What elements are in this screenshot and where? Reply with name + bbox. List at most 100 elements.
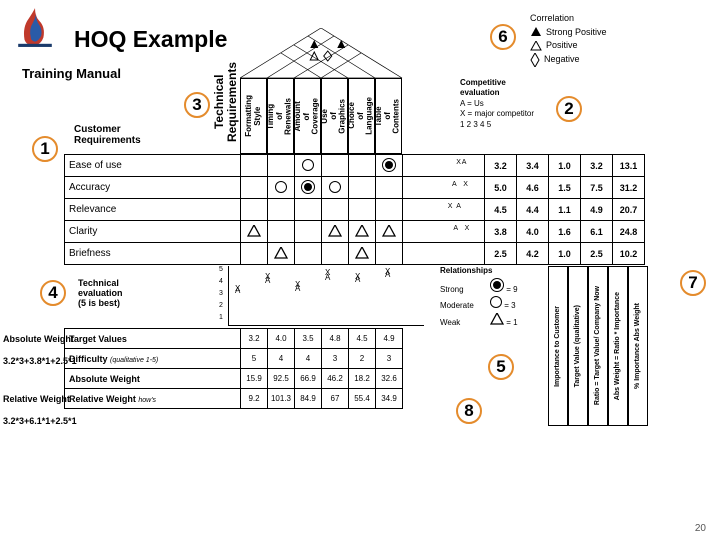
rel-cell	[349, 177, 376, 199]
rel-cell	[376, 155, 403, 177]
row-label: Briefness	[65, 243, 241, 265]
measure-cell: 7.5	[581, 177, 613, 199]
rel-cell	[376, 199, 403, 221]
step-circle-7: 7	[680, 270, 706, 296]
measure-cell: 1.1	[549, 199, 581, 221]
legend-n: Negative	[544, 53, 580, 67]
measure-cell: 4.9	[581, 199, 613, 221]
rel-cell	[295, 199, 322, 221]
step-circle-3: 3	[184, 92, 210, 118]
measure-cell: 2.5	[581, 243, 613, 265]
step-circle-4: 4	[40, 280, 66, 306]
comp-eval-cell: XA	[403, 155, 485, 177]
step-circle-6: 6	[490, 24, 516, 50]
rel-cell	[349, 155, 376, 177]
side-label: 3.2*3+3.8*1+2.5*1	[3, 356, 77, 366]
rel-cell	[376, 177, 403, 199]
measure-header-0: Importance to Customer	[548, 266, 568, 426]
measure-header-2: Ratio = Target Value/ Company Now	[588, 266, 608, 426]
matrix-row: AccuracyAX5.04.61.57.531.2	[65, 177, 645, 199]
tech-col-3: UseofGraphics	[321, 78, 348, 154]
rel-cell	[295, 243, 322, 265]
measure-cell: 2.5	[485, 243, 517, 265]
rel-cell	[268, 243, 295, 265]
tech-eval-label: Technical evaluation (5 is best)	[78, 278, 168, 308]
tech-col-1: TimingofRenewals	[267, 78, 294, 154]
matrix-row: ClarityAX3.84.01.66.124.8	[65, 221, 645, 243]
bottom-rows: Target Values3.24.03.54.84.54.9Difficult…	[64, 328, 403, 409]
rel-cell	[349, 199, 376, 221]
measure-cell: 1.0	[549, 155, 581, 177]
rel-cell	[376, 221, 403, 243]
matrix-row: RelevanceXA4.54.41.14.920.7	[65, 199, 645, 221]
matrix-row: Ease of useXA3.23.41.03.213.1	[65, 155, 645, 177]
rel-cell	[322, 177, 349, 199]
rel-cell	[349, 221, 376, 243]
measure-cell: 24.8	[613, 221, 645, 243]
rel-cell	[295, 155, 322, 177]
rel-cell	[241, 177, 268, 199]
comp-eval-cell: AX	[403, 177, 485, 199]
page-number: 20	[695, 523, 706, 534]
measure-cell: 4.6	[517, 177, 549, 199]
rel-cell	[295, 221, 322, 243]
row-label: Relevance	[65, 199, 241, 221]
step-circle-2: 2	[556, 96, 582, 122]
measure-cell: 4.4	[517, 199, 549, 221]
subtitle: Training Manual	[22, 66, 121, 81]
row-label: Clarity	[65, 221, 241, 243]
measure-header-4: % Importance Abs Weight	[628, 266, 648, 426]
matrix-row: Briefness2.54.21.02.510.2	[65, 243, 645, 265]
row-label: Ease of use	[65, 155, 241, 177]
measure-cell: 4.2	[517, 243, 549, 265]
legend-sp: Strong Positive	[546, 26, 607, 40]
comp-legend-x: X = major competitor	[460, 109, 534, 118]
rel-legend-row: Strong = 9	[440, 278, 518, 297]
tech-col-2: AmountofCoverage	[294, 78, 321, 154]
tech-columns: FormattingStyleTimingofRenewalsAmountofC…	[240, 78, 402, 154]
measure-cell: 13.1	[613, 155, 645, 177]
bottom-row: Absolute Weight15.992.566.946.218.232.6	[65, 369, 403, 389]
rel-cell	[268, 199, 295, 221]
measure-cell: 5.0	[485, 177, 517, 199]
tech-req-label: TechnicalRequirements	[213, 62, 239, 142]
step-circle-5: 5	[488, 354, 514, 380]
rel-cell	[322, 221, 349, 243]
measure-header-1: Target Value (qualitative)	[568, 266, 588, 426]
rel-cell	[376, 243, 403, 265]
hoq-matrix: Ease of useXA3.23.41.03.213.1AccuracyAX5…	[64, 154, 645, 265]
legend-p: Positive	[546, 39, 578, 53]
logo	[14, 6, 56, 48]
comp-eval-cell	[403, 243, 485, 265]
bottom-row: Difficulty (qualitative 1-5)544323	[65, 349, 403, 369]
competitive-eval-header: Competitive evaluation A = Us X = major …	[460, 78, 534, 130]
side-label: Absolute Weight	[3, 334, 74, 344]
measure-cell: 3.2	[485, 155, 517, 177]
measure-cell: 4.0	[517, 221, 549, 243]
measure-cell: 20.7	[613, 199, 645, 221]
tech-col-5: TableofContents	[375, 78, 402, 154]
tech-col-0: FormattingStyle	[240, 78, 267, 154]
rel-cell	[241, 221, 268, 243]
measure-cell: 1.5	[549, 177, 581, 199]
side-label: Relative Weight	[3, 394, 70, 404]
measure-cell: 1.0	[549, 243, 581, 265]
right-measure-columns: Importance to CustomerTarget Value (qual…	[548, 266, 648, 426]
rel-cell	[322, 199, 349, 221]
rel-cell	[322, 243, 349, 265]
rel-cell	[295, 177, 322, 199]
measure-cell: 4.5	[485, 199, 517, 221]
rel-title: Relationships	[440, 266, 492, 275]
relationships-legend: Relationships Strong = 9Moderate = 3Weak…	[440, 264, 518, 329]
tech-eval-chart: 54321AAAAAAXXXXXX	[228, 266, 424, 326]
measure-cell: 3.4	[517, 155, 549, 177]
customer-req-label: CustomerRequirements	[74, 124, 141, 146]
comp-legend-a: A = Us	[460, 99, 484, 108]
measure-cell: 1.6	[549, 221, 581, 243]
measure-cell: 6.1	[581, 221, 613, 243]
rel-cell	[268, 221, 295, 243]
step-circle-1: 1	[32, 136, 58, 162]
step-circle-8: 8	[456, 398, 482, 424]
row-label: Accuracy	[65, 177, 241, 199]
measure-cell: 3.2	[581, 155, 613, 177]
